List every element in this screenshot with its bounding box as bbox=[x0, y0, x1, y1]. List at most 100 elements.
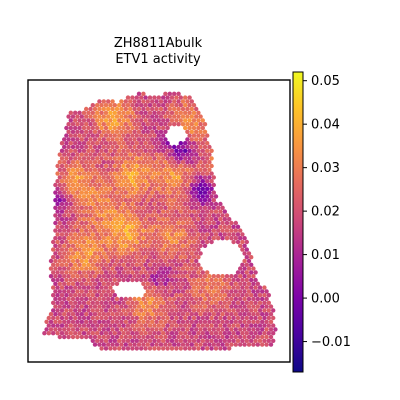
hex-spot bbox=[81, 141, 87, 146]
hex-spot bbox=[200, 163, 205, 169]
hex-spot bbox=[198, 190, 203, 195]
hex-spot bbox=[106, 182, 111, 188]
hex-spot bbox=[70, 319, 76, 324]
hex-spot bbox=[92, 106, 98, 112]
hex-spot bbox=[253, 315, 258, 321]
colorbar-tick-label: 0.04 bbox=[311, 118, 340, 133]
hex-spot bbox=[152, 308, 157, 313]
hex-spot bbox=[213, 315, 219, 321]
hex-spot bbox=[130, 239, 135, 245]
hex-spot bbox=[55, 224, 60, 229]
hex-spot bbox=[216, 281, 221, 286]
hex-spot bbox=[158, 319, 164, 324]
hex-spot bbox=[209, 285, 214, 290]
hex-spot bbox=[101, 205, 107, 210]
hex-spot bbox=[264, 296, 269, 302]
hex-spot bbox=[51, 247, 56, 252]
hex-spot bbox=[123, 251, 128, 256]
hex-spot bbox=[244, 315, 249, 321]
hex-spot bbox=[114, 274, 120, 279]
hex-spot bbox=[55, 270, 60, 275]
hex-spot bbox=[180, 334, 186, 340]
hex-spot bbox=[147, 285, 153, 290]
hex-spot bbox=[145, 289, 150, 294]
hex-spot bbox=[77, 277, 82, 283]
hex-spot bbox=[152, 285, 157, 290]
hex-spot bbox=[110, 152, 115, 157]
hex-spot bbox=[128, 160, 133, 165]
hex-spot bbox=[136, 319, 142, 324]
hex-spot bbox=[99, 315, 104, 321]
hex-spot bbox=[112, 163, 118, 169]
hex-spot bbox=[191, 308, 197, 313]
hex-spot bbox=[61, 334, 67, 340]
hex-spot bbox=[112, 209, 118, 214]
hex-spot bbox=[255, 327, 260, 332]
hex-spot bbox=[130, 262, 135, 267]
hex-spot bbox=[79, 258, 85, 264]
chart-title-line-1: ZH8811Abulk bbox=[114, 36, 203, 51]
hex-spot bbox=[207, 296, 212, 302]
hex-spot bbox=[156, 346, 161, 351]
hex-spot bbox=[108, 179, 113, 184]
hex-spot bbox=[176, 198, 181, 203]
hex-spot bbox=[154, 289, 159, 294]
hex-spot bbox=[68, 323, 74, 328]
hex-spot bbox=[198, 312, 203, 317]
hex-spot bbox=[167, 327, 172, 332]
hex-spot bbox=[125, 95, 131, 100]
hex-spot bbox=[75, 289, 80, 294]
hex-spot bbox=[152, 277, 157, 283]
hex-spot bbox=[114, 114, 120, 119]
hex-spot bbox=[66, 114, 71, 119]
hex-spot bbox=[79, 182, 85, 188]
hex-spot bbox=[73, 255, 78, 260]
hex-spot bbox=[205, 141, 210, 146]
hex-spot bbox=[251, 304, 256, 309]
hex-spot bbox=[95, 293, 100, 298]
hex-spot bbox=[161, 194, 166, 199]
hex-spot bbox=[139, 247, 144, 252]
hex-spot bbox=[134, 262, 139, 267]
hex-spot bbox=[187, 232, 192, 237]
hex-spot bbox=[205, 315, 210, 321]
hex-spot bbox=[174, 186, 179, 191]
hex-spot bbox=[200, 141, 205, 146]
hex-spot bbox=[209, 239, 214, 245]
hex-spot bbox=[134, 141, 139, 146]
hex-spot bbox=[174, 293, 179, 298]
hex-spot bbox=[139, 148, 144, 153]
hex-spot bbox=[128, 274, 133, 279]
hex-spot bbox=[158, 266, 164, 271]
hex-spot bbox=[165, 163, 170, 169]
hex-spot bbox=[167, 190, 172, 195]
hex-spot bbox=[66, 220, 71, 226]
hex-spot bbox=[139, 103, 144, 108]
hex-spot bbox=[97, 198, 102, 203]
hex-spot bbox=[86, 171, 91, 176]
hex-spot bbox=[169, 110, 175, 116]
hex-spot bbox=[81, 308, 87, 313]
hex-spot bbox=[167, 274, 172, 279]
hex-spot bbox=[161, 323, 166, 328]
hex-spot bbox=[103, 239, 109, 245]
hex-spot bbox=[216, 274, 221, 279]
hex-spot bbox=[110, 319, 115, 324]
hex-spot bbox=[163, 144, 168, 150]
hex-spot bbox=[117, 179, 122, 184]
hex-spot bbox=[95, 270, 100, 275]
hex-spot bbox=[172, 342, 177, 347]
hex-spot bbox=[266, 308, 271, 313]
hex-spot bbox=[141, 304, 146, 309]
hex-spot bbox=[220, 334, 225, 340]
hex-spot bbox=[185, 175, 190, 180]
hex-spot bbox=[114, 243, 120, 248]
hex-spot bbox=[244, 293, 249, 298]
hex-spot bbox=[198, 281, 203, 286]
hex-spot bbox=[257, 331, 263, 336]
hex-spot bbox=[165, 308, 170, 313]
hex-spot bbox=[240, 247, 245, 252]
hex-spot bbox=[103, 277, 109, 283]
hex-spot bbox=[174, 110, 179, 116]
hex-spot bbox=[176, 266, 181, 271]
